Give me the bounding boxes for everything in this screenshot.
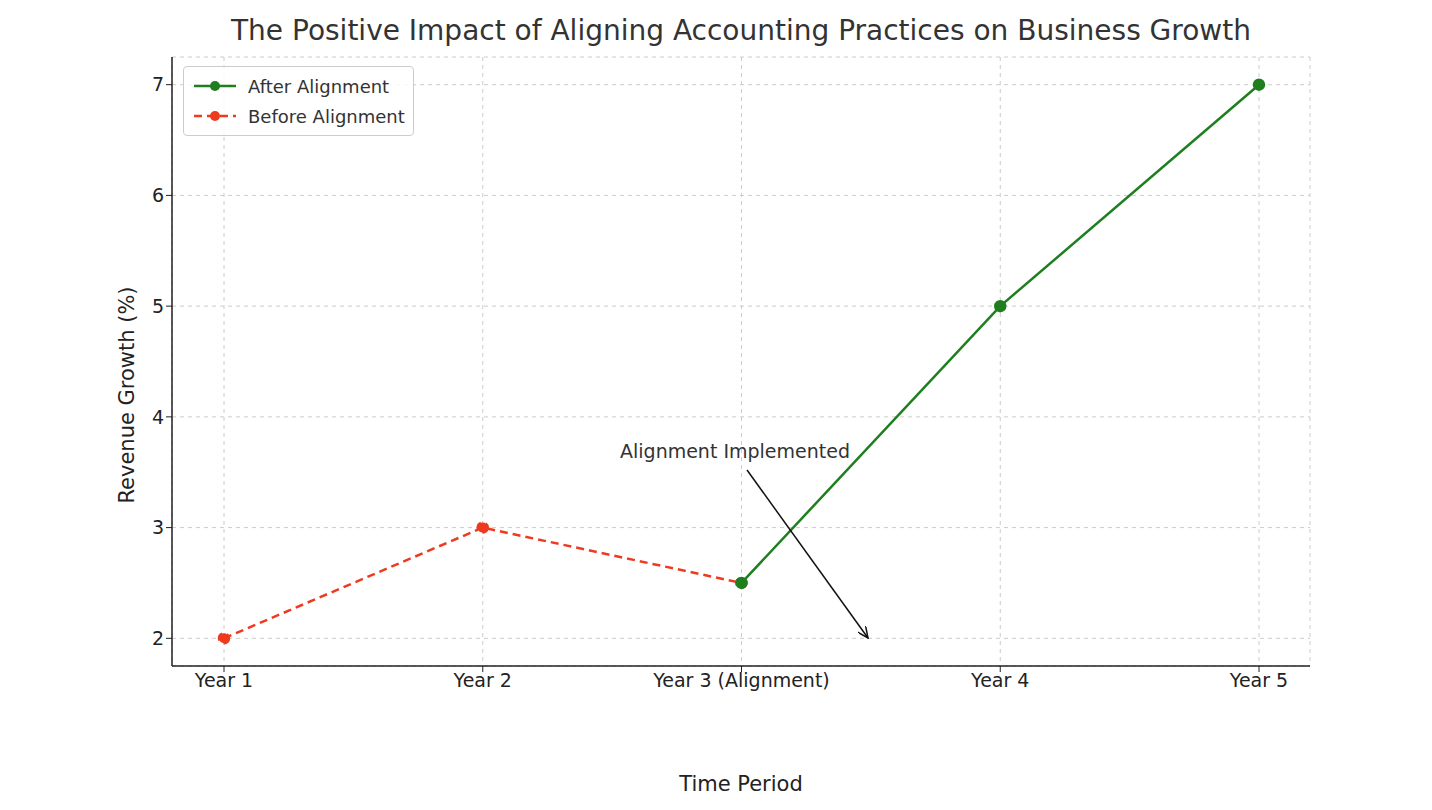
svg-text:3: 3 (152, 516, 164, 538)
svg-text:4: 4 (152, 406, 164, 428)
svg-text:Alignment Implemented: Alignment Implemented (620, 440, 850, 462)
svg-text:Year 1: Year 1 (194, 669, 253, 691)
svg-text:5: 5 (152, 295, 164, 317)
html-text:Before Alignment: Before Alignment (248, 105, 405, 127)
svg-text:Year 4: Year 4 (970, 669, 1029, 691)
html-text:Time Period: Time Period (679, 772, 803, 796)
svg-text:Year 5: Year 5 (1229, 669, 1288, 691)
svg-text:2: 2 (152, 627, 164, 649)
html-text:After Alignment: After Alignment (248, 75, 390, 97)
svg-text:Year 3 (Alignment): Year 3 (Alignment) (652, 669, 830, 691)
svg-text:Year 2: Year 2 (453, 669, 512, 691)
html-text:The Positive Impact of Alignin: The Positive Impact of Aligning Accounti… (231, 14, 1251, 47)
html-text:Revenue Growth (%): Revenue Growth (%) (115, 285, 139, 504)
svg-text:6: 6 (152, 184, 164, 206)
svg-text:7: 7 (152, 73, 164, 95)
